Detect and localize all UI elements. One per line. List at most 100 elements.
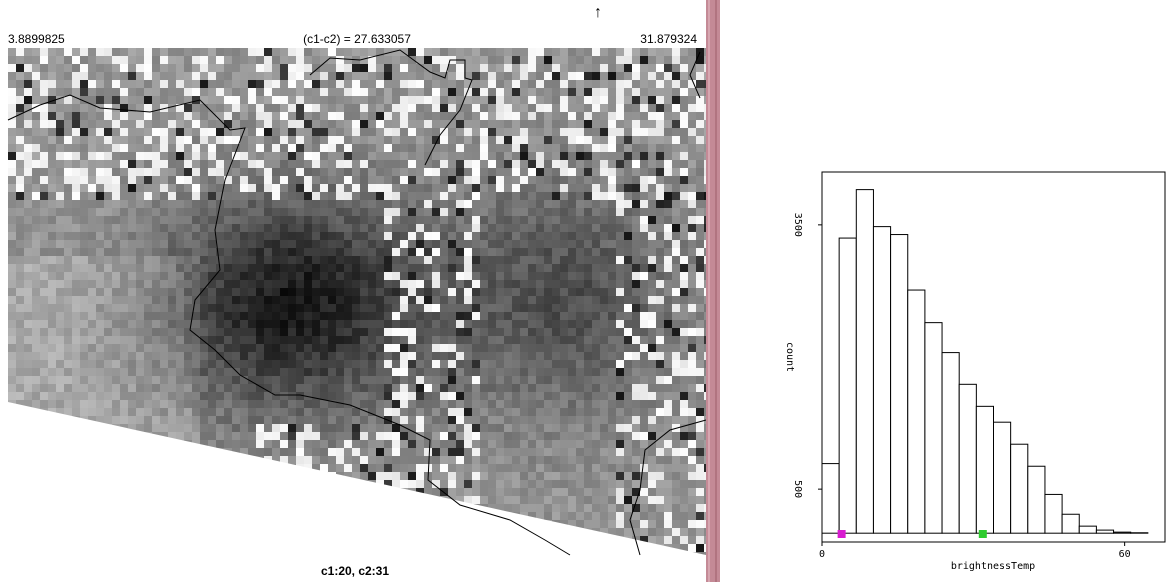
image-pixel — [536, 104, 544, 112]
image-pixel — [512, 288, 520, 296]
image-pixel — [584, 328, 592, 336]
image-pixel — [432, 352, 440, 360]
image-pixel — [64, 496, 72, 504]
image-pixel — [88, 360, 96, 368]
image-pixel — [320, 360, 328, 368]
image-pixel — [456, 80, 464, 88]
image-pixel — [184, 432, 192, 440]
image-pixel — [400, 152, 408, 160]
image-pixel — [240, 400, 248, 408]
image-pixel — [328, 64, 336, 72]
image-pixel — [304, 312, 312, 320]
image-pixel — [600, 304, 608, 312]
image-pixel — [104, 312, 112, 320]
image-pixel — [256, 304, 264, 312]
image-pixel — [520, 288, 528, 296]
image-pixel — [392, 152, 400, 160]
image-pixel — [360, 368, 368, 376]
image-pixel — [696, 208, 704, 216]
image-pixel — [240, 112, 248, 120]
image-pixel — [320, 328, 328, 336]
image-pixel — [480, 192, 488, 200]
image-pixel — [16, 208, 24, 216]
image-pixel — [24, 456, 32, 464]
image-pixel — [320, 312, 328, 320]
image-pixel — [72, 144, 80, 152]
image-pixel — [88, 384, 96, 392]
image-pixel — [176, 488, 184, 496]
image-pixel — [496, 432, 504, 440]
image-pixel — [696, 440, 704, 448]
image-pixel — [528, 144, 536, 152]
image-pixel — [600, 312, 608, 320]
image-pixel — [552, 176, 560, 184]
image-pixel — [312, 344, 320, 352]
image-pixel — [568, 88, 576, 96]
image-pixel — [536, 352, 544, 360]
image-pixel — [352, 464, 360, 472]
image-pixel — [208, 432, 216, 440]
image-pixel — [152, 328, 160, 336]
image-pixel — [176, 176, 184, 184]
image-pixel — [480, 256, 488, 264]
image-pixel — [208, 112, 216, 120]
image-pixel — [112, 392, 120, 400]
image-pixel — [304, 344, 312, 352]
image-pixel — [672, 296, 680, 304]
image-pixel — [312, 216, 320, 224]
image-pixel — [496, 208, 504, 216]
image-pixel — [680, 104, 688, 112]
image-pixel — [544, 464, 552, 472]
image-pixel — [520, 376, 528, 384]
image-pixel — [40, 216, 48, 224]
image-pixel — [368, 72, 376, 80]
image-pixel — [240, 184, 248, 192]
image-pixel — [272, 288, 280, 296]
image-pixel — [360, 48, 368, 56]
image-pixel — [472, 96, 480, 104]
image-pixel — [256, 184, 264, 192]
image-pixel — [352, 184, 360, 192]
image-pixel — [496, 232, 504, 240]
image-pixel — [168, 256, 176, 264]
image-pixel — [128, 56, 136, 64]
image-pixel — [152, 296, 160, 304]
image-pixel — [632, 432, 640, 440]
image-pixel — [8, 304, 16, 312]
image-pixel — [680, 464, 688, 472]
image-pixel — [112, 144, 120, 152]
image-pixel — [368, 48, 376, 56]
image-pixel — [96, 216, 104, 224]
image-pixel — [248, 336, 256, 344]
image-pixel — [176, 96, 184, 104]
image-pixel — [128, 432, 136, 440]
image-pixel — [544, 224, 552, 232]
image-pixel — [288, 168, 296, 176]
image-pixel — [168, 384, 176, 392]
image-pixel — [288, 72, 296, 80]
image-pixel — [504, 432, 512, 440]
image-pixel — [192, 192, 200, 200]
image-pixel — [464, 208, 472, 216]
image-pixel — [232, 104, 240, 112]
image-pixel — [176, 88, 184, 96]
image-pixel — [184, 144, 192, 152]
image-pixel — [160, 192, 168, 200]
image-pixel — [688, 384, 696, 392]
image-pixel — [296, 152, 304, 160]
image-pixel — [680, 200, 688, 208]
image-pixel — [24, 488, 32, 496]
image-pixel — [504, 488, 512, 496]
image-pixel — [584, 248, 592, 256]
image-pixel — [408, 376, 416, 384]
image-pixel — [632, 128, 640, 136]
image-pixel — [16, 248, 24, 256]
image-pixel — [376, 168, 384, 176]
image-pixel — [320, 160, 328, 168]
image-pixel — [512, 96, 520, 104]
image-pixel — [536, 392, 544, 400]
image-pixel — [112, 496, 120, 504]
image-pixel — [80, 488, 88, 496]
image-pixel — [168, 480, 176, 488]
image-pixel — [512, 128, 520, 136]
